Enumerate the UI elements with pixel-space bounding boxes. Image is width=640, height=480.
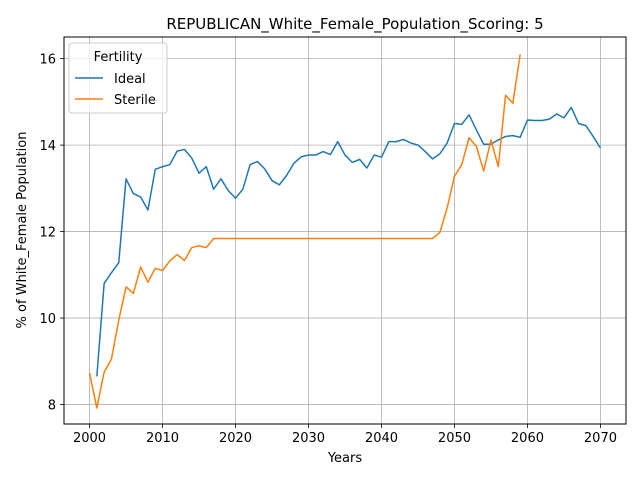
x-axis: 2000 2010 2020 2030 2040 2050 2060 2070: [73, 424, 617, 446]
grid: [64, 37, 626, 424]
x-tick-label: 2060: [511, 431, 544, 446]
x-tick-label: 2040: [365, 431, 398, 446]
series-line-ideal: [96, 106, 602, 377]
plot-frame: [63, 36, 627, 425]
series-layer: [88, 54, 602, 409]
legend-label-ideal: Ideal: [114, 72, 146, 87]
x-tick-label: 2010: [146, 431, 179, 446]
y-axis-label: % of White_Female Population: [15, 132, 30, 329]
legend-box: [68, 42, 168, 114]
y-axis: 8 10 12 14 16: [39, 53, 64, 414]
legend-label-sterile: Sterile: [114, 93, 156, 108]
y-tick-label: 10: [39, 312, 56, 327]
x-tick-label: 2000: [73, 431, 106, 446]
legend-title: Fertility: [94, 50, 143, 65]
y-tick-label: 12: [39, 226, 56, 241]
y-tick-label: 8: [48, 399, 56, 414]
x-tick-label: 2020: [219, 431, 252, 446]
y-tick-label: 14: [39, 139, 56, 154]
x-axis-label: Years: [327, 451, 363, 466]
x-tick-label: 2050: [438, 431, 471, 446]
x-tick-label: 2030: [292, 431, 325, 446]
y-tick-label: 16: [39, 53, 56, 68]
legend: Fertility Ideal Sterile: [68, 42, 168, 114]
x-tick-label: 2070: [584, 431, 617, 446]
chart-title: REPUBLICAN_White_Female_Population_Scori…: [166, 15, 543, 34]
series-line-sterile: [88, 54, 521, 409]
